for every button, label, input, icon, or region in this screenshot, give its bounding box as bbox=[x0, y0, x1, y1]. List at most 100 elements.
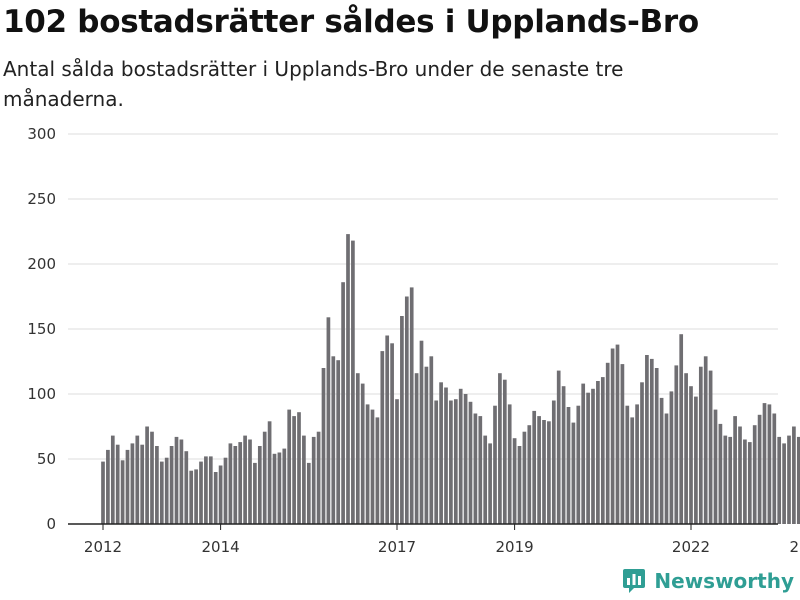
bar bbox=[772, 413, 777, 524]
bar bbox=[659, 397, 664, 524]
bar bbox=[395, 399, 399, 524]
brand-name: Newsworthy bbox=[654, 569, 794, 593]
bar bbox=[600, 377, 605, 524]
bar bbox=[424, 366, 429, 524]
bar bbox=[106, 449, 110, 524]
bar bbox=[110, 435, 115, 524]
bar bbox=[605, 362, 610, 524]
bar bbox=[169, 446, 174, 524]
bar bbox=[694, 396, 698, 524]
bar bbox=[625, 405, 630, 524]
bar bbox=[640, 382, 644, 524]
bar bbox=[184, 451, 189, 524]
bar bbox=[346, 234, 350, 524]
grid-lines bbox=[68, 133, 778, 460]
bar bbox=[483, 435, 488, 524]
bar bbox=[664, 413, 669, 524]
bar bbox=[674, 365, 679, 524]
bar bbox=[684, 373, 688, 524]
bar bbox=[635, 404, 639, 524]
bar bbox=[101, 461, 105, 524]
bar bbox=[189, 470, 194, 524]
y-tick-label: 300 bbox=[27, 125, 56, 143]
bar bbox=[223, 457, 228, 524]
bar bbox=[326, 317, 331, 524]
bar bbox=[468, 401, 473, 524]
bar bbox=[404, 296, 409, 524]
bar bbox=[277, 452, 282, 524]
bar bbox=[213, 472, 218, 524]
x-tick-label: 2019 bbox=[496, 538, 534, 556]
bar bbox=[713, 409, 718, 524]
bar bbox=[787, 435, 791, 524]
y-tick-label: 200 bbox=[27, 255, 56, 273]
bar bbox=[473, 413, 478, 524]
bar bbox=[679, 334, 684, 524]
bar bbox=[449, 400, 453, 524]
bar bbox=[135, 435, 140, 524]
bar bbox=[145, 426, 149, 524]
newsworthy-logo-icon bbox=[623, 569, 646, 593]
x-tick-label: 2014 bbox=[202, 538, 240, 556]
bar bbox=[375, 417, 380, 524]
bar bbox=[360, 383, 365, 524]
bar bbox=[321, 368, 326, 524]
bar bbox=[351, 240, 355, 524]
bar bbox=[155, 446, 159, 524]
bar bbox=[547, 421, 551, 524]
bar bbox=[297, 412, 301, 524]
y-axis-tick-labels: 0 50 100 150 200 250 300 bbox=[27, 125, 56, 533]
bar bbox=[703, 356, 708, 524]
x-tick-label: 2012 bbox=[84, 538, 122, 556]
bar bbox=[630, 417, 635, 524]
chart-subtitle: Antal sålda bostadsrätter i Upplands-Bro… bbox=[3, 57, 624, 111]
bar bbox=[586, 392, 590, 524]
bar bbox=[253, 462, 257, 524]
bar bbox=[743, 439, 747, 524]
y-tick-label: 0 bbox=[46, 515, 56, 533]
bar bbox=[365, 404, 370, 524]
bar bbox=[463, 394, 468, 524]
bar bbox=[767, 404, 772, 524]
bar bbox=[355, 373, 360, 524]
bar bbox=[419, 340, 424, 524]
bar bbox=[257, 446, 262, 524]
bar bbox=[164, 457, 169, 524]
bar bbox=[527, 425, 532, 524]
y-tick-label: 100 bbox=[27, 385, 56, 403]
bar bbox=[512, 438, 517, 524]
bar bbox=[439, 382, 443, 524]
bar bbox=[409, 287, 414, 524]
bar bbox=[752, 425, 757, 524]
bar bbox=[267, 421, 272, 524]
bar bbox=[728, 436, 733, 524]
bar bbox=[596, 381, 600, 524]
bar bbox=[566, 407, 571, 524]
y-tick-label: 250 bbox=[27, 190, 56, 208]
bar bbox=[140, 444, 145, 524]
bar bbox=[551, 400, 556, 524]
bar bbox=[649, 358, 654, 524]
bar bbox=[208, 456, 213, 524]
bar bbox=[645, 355, 649, 524]
bar bbox=[194, 469, 198, 524]
bar bbox=[390, 343, 394, 524]
bar bbox=[228, 443, 233, 524]
bar bbox=[199, 461, 203, 524]
bar bbox=[458, 388, 463, 524]
bar bbox=[723, 435, 728, 524]
bar bbox=[507, 404, 512, 524]
bar bbox=[243, 435, 247, 524]
newsworthy-brand: Newsworthy bbox=[622, 568, 794, 594]
bar bbox=[400, 316, 404, 524]
bar bbox=[341, 282, 345, 524]
bar bbox=[498, 373, 502, 524]
bar bbox=[380, 351, 385, 524]
bar bbox=[233, 446, 238, 524]
bar bbox=[282, 448, 287, 524]
bar bbox=[204, 456, 208, 524]
bar bbox=[130, 443, 135, 524]
bar bbox=[444, 387, 448, 524]
bar bbox=[733, 416, 737, 524]
bar bbox=[502, 379, 507, 524]
